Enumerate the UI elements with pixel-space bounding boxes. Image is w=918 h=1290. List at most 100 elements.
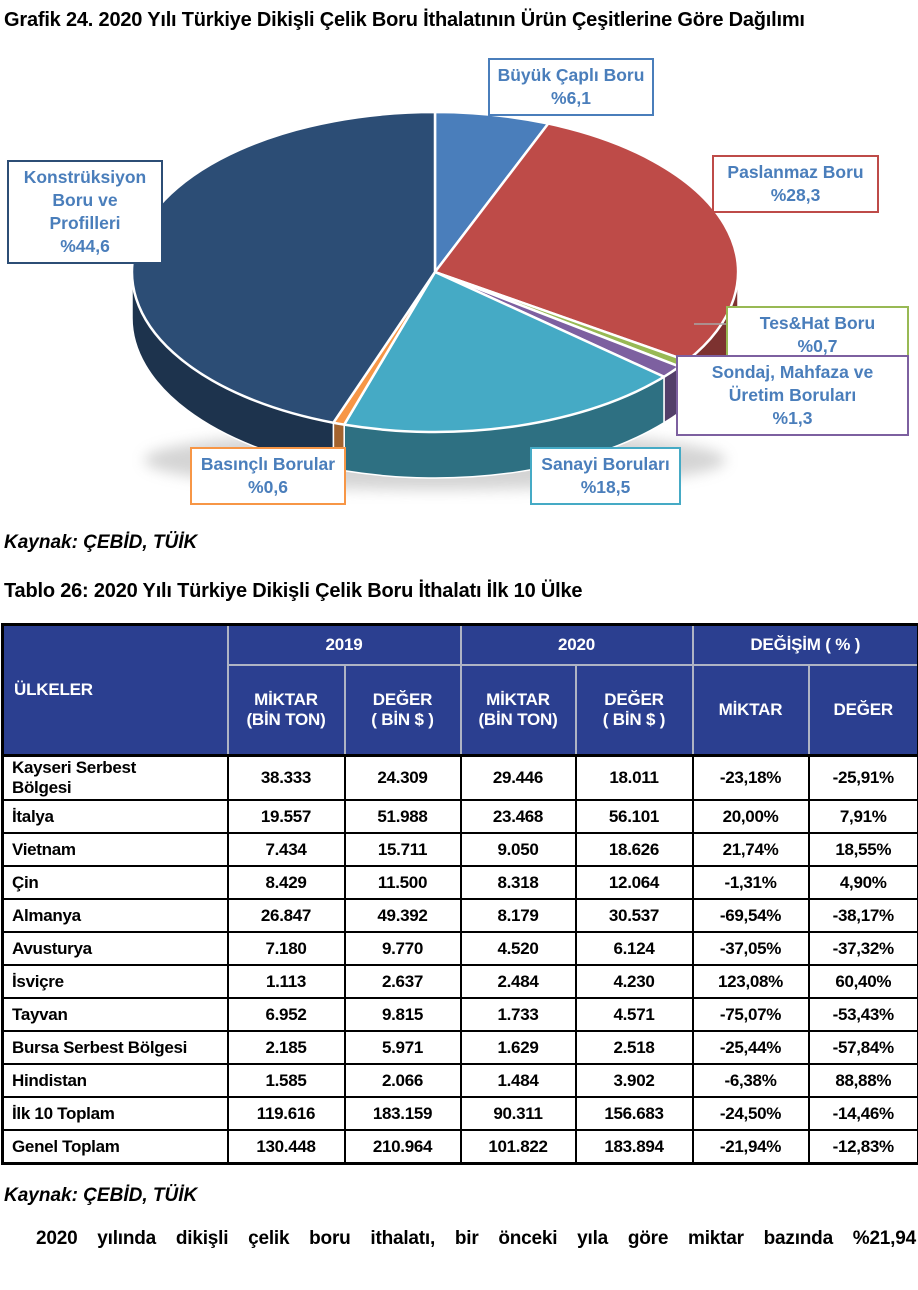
value-cell: 1.585 (226, 1063, 346, 1098)
value-cell: 23.468 (459, 799, 577, 834)
header-2019: 2019 (226, 623, 462, 666)
source-note-chart: Kaynak: ÇEBİD, TÜİK (4, 532, 198, 553)
value-cell: 156.683 (574, 1096, 694, 1131)
value-cell: 18,55% (807, 832, 918, 867)
value-cell: -6,38% (691, 1063, 810, 1098)
country-cell: İlk 10 Toplam (1, 1096, 229, 1131)
value-cell: 9.050 (459, 832, 577, 867)
value-cell: 6.952 (226, 997, 346, 1032)
pie-label-text: Sanayi Boruları (541, 454, 670, 474)
table-row: İsviçre 1.113 2.637 2.484 4.230 123,08% 60,40% (1, 964, 918, 999)
value-cell: 1.629 (459, 1030, 577, 1065)
value-cell: -38,17% (807, 898, 918, 933)
table-total-row: Genel Toplam 130.448 210.964 101.822 183.894… (1, 1129, 918, 1165)
value-cell: 90.311 (459, 1096, 577, 1131)
pie-chart-canvas (130, 110, 740, 490)
pie-label-konstruksiyon: Konstrüksiyon Boru ve Profilleri %44,6 (7, 160, 163, 265)
value-cell: 210.964 (343, 1129, 462, 1165)
country-cell: Bursa Serbest Bölgesi (1, 1030, 229, 1065)
pie-label-buyuk-capli-boru: Büyük Çaplı Boru %6,1 (488, 58, 654, 117)
value-cell: 30.537 (574, 898, 694, 933)
value-cell: -21,94% (691, 1129, 810, 1165)
value-cell: 6.124 (574, 931, 694, 966)
value-cell: -75,07% (691, 997, 810, 1032)
value-cell: 101.822 (459, 1129, 577, 1165)
value-cell: 51.988 (343, 799, 462, 834)
pie-label-pct: %0,6 (248, 477, 288, 498)
value-cell: 183.894 (574, 1129, 694, 1165)
value-cell: -57,84% (807, 1030, 918, 1065)
import-table: ÜLKELER 2019 2020 DEĞİŞİM ( % ) MİKTAR (… (1, 623, 918, 1165)
country-cell: Tayvan (1, 997, 229, 1032)
value-cell: -25,44% (691, 1030, 810, 1065)
value-cell: -69,54% (691, 898, 810, 933)
table-row: Bursa Serbest Bölgesi 2.185 5.971 1.629 2.51… (1, 1030, 918, 1065)
value-cell: -14,46% (807, 1096, 918, 1131)
table-row: Kayseri Serbest Bölgesi 38.333 24.309 29.44… (1, 754, 918, 801)
country-cell: Hindistan (1, 1063, 229, 1098)
table-row: Çin 8.429 11.500 8.318 12.064 -1,31% 4,90% (1, 865, 918, 900)
value-cell: 4.520 (459, 931, 577, 966)
value-cell: 15.711 (343, 832, 462, 867)
value-cell: 183.159 (343, 1096, 462, 1131)
value-cell: -12,83% (807, 1129, 918, 1165)
header-degisim: DEĞİŞİM ( % ) (691, 623, 918, 666)
value-cell: -1,31% (691, 865, 810, 900)
value-cell: 1.733 (459, 997, 577, 1032)
value-cell: 7.180 (226, 931, 346, 966)
pie-label-text: Büyük Çaplı Boru (497, 65, 645, 85)
country-cell: İtalya (1, 799, 229, 834)
header-deger-2020: DEĞER ( BİN $ ) (574, 664, 694, 757)
country-cell: Kayseri Serbest Bölgesi (1, 754, 229, 801)
country-cell: İsviçre (1, 964, 229, 999)
value-cell: 123,08% (691, 964, 810, 999)
value-cell: 1.484 (459, 1063, 577, 1098)
value-cell: 3.902 (574, 1063, 694, 1098)
header-2020: 2020 (459, 623, 694, 666)
header-deger-2019: DEĞER ( BİN $ ) (343, 664, 462, 757)
pie-label-text: Sondaj, Mahfaza ve Üretim Boruları (711, 362, 874, 406)
value-cell: -37,32% (807, 931, 918, 966)
table-title: Tablo 26: 2020 Yılı Türkiye Dikişli Çeli… (4, 580, 583, 602)
value-cell: 4.230 (574, 964, 694, 999)
table-row: Tayvan 6.952 9.815 1.733 4.571 -75,07% -53,43% (1, 997, 918, 1032)
header-degisim-miktar: MİKTAR (691, 664, 810, 757)
table-row: Avusturya 7.180 9.770 4.520 6.124 -37,05% -37,… (1, 931, 918, 966)
header-ulkeler: ÜLKELER (1, 623, 229, 757)
value-cell: 4.571 (574, 997, 694, 1032)
value-cell: 8.179 (459, 898, 577, 933)
value-cell: 24.309 (343, 754, 462, 801)
source-note-table: Kaynak: ÇEBİD, TÜİK (4, 1185, 198, 1206)
header-miktar-2019: MİKTAR (BİN TON) (226, 664, 346, 757)
header-miktar-2020: MİKTAR (BİN TON) (459, 664, 577, 757)
value-cell: -53,43% (807, 997, 918, 1032)
country-cell: Genel Toplam (1, 1129, 229, 1165)
value-cell: 20,00% (691, 799, 810, 834)
value-cell: 4,90% (807, 865, 918, 900)
header-degisim-deger: DEĞER (807, 664, 918, 757)
value-cell: -23,18% (691, 754, 810, 801)
value-cell: 9.815 (343, 997, 462, 1032)
pie-label-pct: %0,7 (797, 336, 838, 357)
country-cell: Almanya (1, 898, 229, 933)
value-cell: 2.185 (226, 1030, 346, 1065)
table-row: Almanya 26.847 49.392 8.179 30.537 -69,54% -38… (1, 898, 918, 933)
table-header: ÜLKELER 2019 2020 DEĞİŞİM ( % ) MİKTAR (… (1, 623, 918, 757)
value-cell: 12.064 (574, 865, 694, 900)
pie-label-sondaj: Sondaj, Mahfaza ve Üretim Boruları %1,3 (676, 355, 909, 437)
pie-label-text: Tes&Hat Boru (759, 313, 876, 333)
value-cell: 7,91% (807, 799, 918, 834)
value-cell: 88,88% (807, 1063, 918, 1098)
value-cell: 19.557 (226, 799, 346, 834)
value-cell: 56.101 (574, 799, 694, 834)
value-cell: 7.434 (226, 832, 346, 867)
pie-label-pct: %6,1 (551, 88, 591, 109)
pie-label-text: Paslanmaz Boru (727, 162, 864, 182)
country-cell: Çin (1, 865, 229, 900)
value-cell: 2.066 (343, 1063, 462, 1098)
pie-label-paslanmaz-boru: Paslanmaz Boru %28,3 (712, 155, 879, 214)
pie-label-text: Basınçlı Borular (200, 454, 336, 474)
value-cell: 29.446 (459, 754, 577, 801)
pie-label-basincli-borular: Basınçlı Borular %0,6 (190, 447, 346, 506)
pie-label-pct: %1,3 (772, 408, 813, 429)
